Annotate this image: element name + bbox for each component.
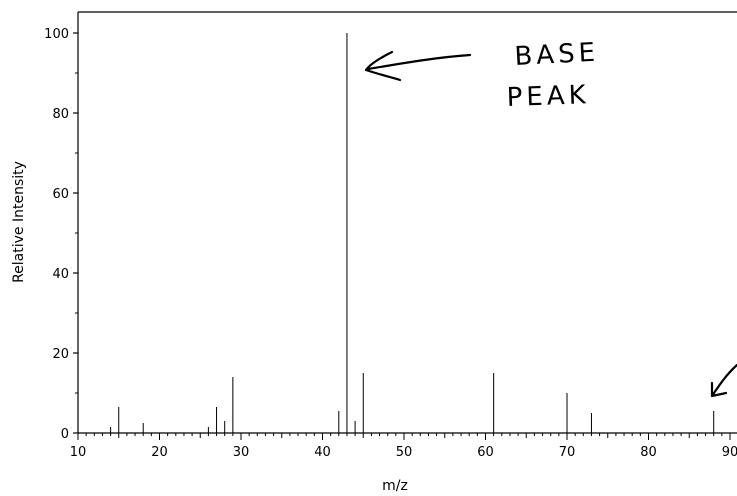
- y-tick-label: 0: [61, 427, 69, 442]
- x-tick-label: 70: [559, 445, 576, 460]
- molecular-ion-arrow-icon: [710, 363, 737, 398]
- y-tick-label: 20: [52, 347, 69, 362]
- x-tick-label: 60: [477, 445, 494, 460]
- y-axis-ticks: 0 20 40 60 80 100: [44, 27, 78, 442]
- x-tick-label: 80: [640, 445, 657, 460]
- spectrum-peaks: [110, 33, 715, 433]
- y-tick-label: 80: [52, 107, 69, 122]
- y-tick-label: 40: [52, 267, 69, 282]
- base-peak-annotation: BASE PEAK: [364, 38, 600, 113]
- base-peak-arrow-icon: [364, 50, 472, 82]
- x-tick-label: 50: [396, 445, 413, 460]
- x-tick-label: 30: [233, 445, 250, 460]
- y-tick-label: 100: [44, 27, 69, 42]
- y-axis-title: Relative Intensity: [11, 161, 27, 283]
- x-tick-label: 20: [151, 445, 168, 460]
- x-axis-title: m/z: [382, 478, 408, 494]
- x-tick-label: 90: [722, 445, 737, 460]
- base-peak-label-line2: PEAK: [506, 80, 590, 113]
- y-tick-label: 60: [52, 187, 69, 202]
- x-tick-label: 40: [314, 445, 331, 460]
- x-axis-ticks: 10 20 30 40 50 60 70 80 90: [70, 433, 737, 460]
- x-tick-label: 10: [70, 445, 87, 460]
- base-peak-label-line1: BASE: [514, 38, 600, 72]
